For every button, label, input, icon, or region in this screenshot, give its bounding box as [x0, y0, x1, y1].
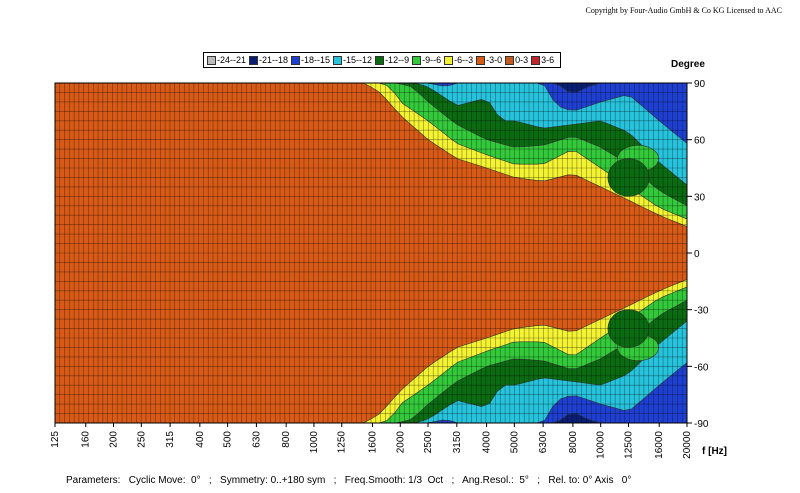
legend-label: -6--3	[454, 55, 474, 65]
x-tick-label: 200	[109, 431, 120, 448]
legend-label: -3-0	[486, 55, 503, 65]
contour-pocket	[607, 309, 650, 348]
copyright-text: Copyright by Four-Audio GmbH & Co KG Lic…	[585, 6, 783, 15]
legend-label: 3-6	[541, 55, 555, 65]
x-axis-title: f [Hz]	[702, 446, 727, 457]
legend-item: -15--12	[333, 55, 372, 65]
legend-label: -12--9	[385, 55, 410, 65]
y-axis-ticks: 90 60 30 0 -30 -60 -90	[687, 79, 709, 430]
legend-label: -24--21	[217, 55, 247, 65]
y-tick-label: 60	[694, 136, 706, 147]
y-tick-label: 90	[694, 79, 706, 90]
legend-swatch	[476, 55, 486, 65]
legend-swatch	[375, 55, 385, 65]
contour-region-bottom	[55, 320, 687, 423]
contour-region-top	[55, 83, 687, 144]
legend-label: -21--18	[259, 55, 289, 65]
contour-region-top	[55, 83, 687, 93]
legend-item: -12--9	[375, 55, 409, 65]
x-tick-label: 8000	[568, 431, 579, 454]
legend-label: -18--15	[301, 55, 331, 65]
x-tick-label: 2500	[423, 431, 434, 454]
contour-region-bottom	[55, 413, 687, 423]
legend-item: -3-0	[476, 55, 502, 65]
legend-swatch	[249, 55, 259, 65]
legend-item: -21--18	[249, 55, 288, 65]
contour-pocket	[607, 158, 650, 197]
legend-label: -9--6	[422, 55, 442, 65]
y-tick-label: 30	[694, 192, 706, 203]
contour-region-top	[55, 83, 687, 186]
x-tick-label: 5000	[509, 431, 520, 454]
legend-item: -24--21	[207, 55, 246, 65]
x-tick-label: 20000	[682, 431, 693, 459]
y-tick-label: 0	[694, 249, 700, 260]
x-tick-label: 250	[136, 431, 147, 448]
x-tick-label: 500	[223, 431, 234, 448]
y-axis-title: Degree	[671, 59, 705, 70]
x-tick-label: 400	[195, 431, 206, 448]
x-tick-label: 4000	[482, 431, 493, 454]
heatmap-fill	[55, 83, 687, 423]
legend-swatch	[291, 55, 301, 65]
x-tick-label: 160	[81, 431, 92, 448]
legend-swatch	[333, 55, 343, 65]
x-tick-label: 315	[165, 431, 176, 448]
legend-swatch	[412, 55, 422, 65]
parameters-line: Parameters: Cyclic Move: 0° ; Symmetry: …	[66, 475, 632, 486]
legend-item: -9--6	[412, 55, 441, 65]
x-tick-label: 10000	[596, 431, 607, 459]
legend-swatch	[207, 55, 216, 65]
legend-swatch	[505, 55, 515, 65]
x-tick-label: 16000	[654, 431, 665, 459]
x-tick-label: 630	[251, 431, 262, 448]
x-tick-label: 12500	[623, 431, 634, 459]
x-tick-label: 1000	[309, 431, 320, 454]
legend-item: 3-6	[531, 55, 554, 65]
grid-lines	[55, 83, 687, 423]
legend-item: -18--15	[291, 55, 330, 65]
y-tick-label: -60	[694, 362, 709, 373]
x-axis-ticks: 125 160 200 250 315 400 500 630 800 1000 1250 1600 2…	[50, 423, 693, 459]
x-tick-label: 2000	[395, 431, 406, 454]
x-tick-label: 1600	[367, 431, 378, 454]
x-tick-label: 3150	[452, 431, 463, 454]
x-tick-label: 1250	[337, 431, 348, 454]
x-tick-label: 6300	[538, 431, 549, 454]
y-tick-label: -30	[694, 306, 709, 317]
chart-legend: -24--21 -21--18 -18--15 -15--12 -12--9 -9--6 -…	[203, 52, 562, 68]
legend-swatch	[444, 55, 454, 65]
legend-swatch	[531, 55, 541, 65]
x-tick-label: 800	[281, 431, 292, 448]
y-tick-label: -90	[694, 419, 709, 430]
x-tick-label: 125	[50, 431, 61, 448]
contour-region-bottom	[55, 362, 687, 423]
legend-label: 0-3	[515, 55, 529, 65]
legend-item: 0-3	[505, 55, 528, 65]
legend-label: -15--12	[343, 55, 373, 65]
legend-item: -6--3	[444, 55, 473, 65]
